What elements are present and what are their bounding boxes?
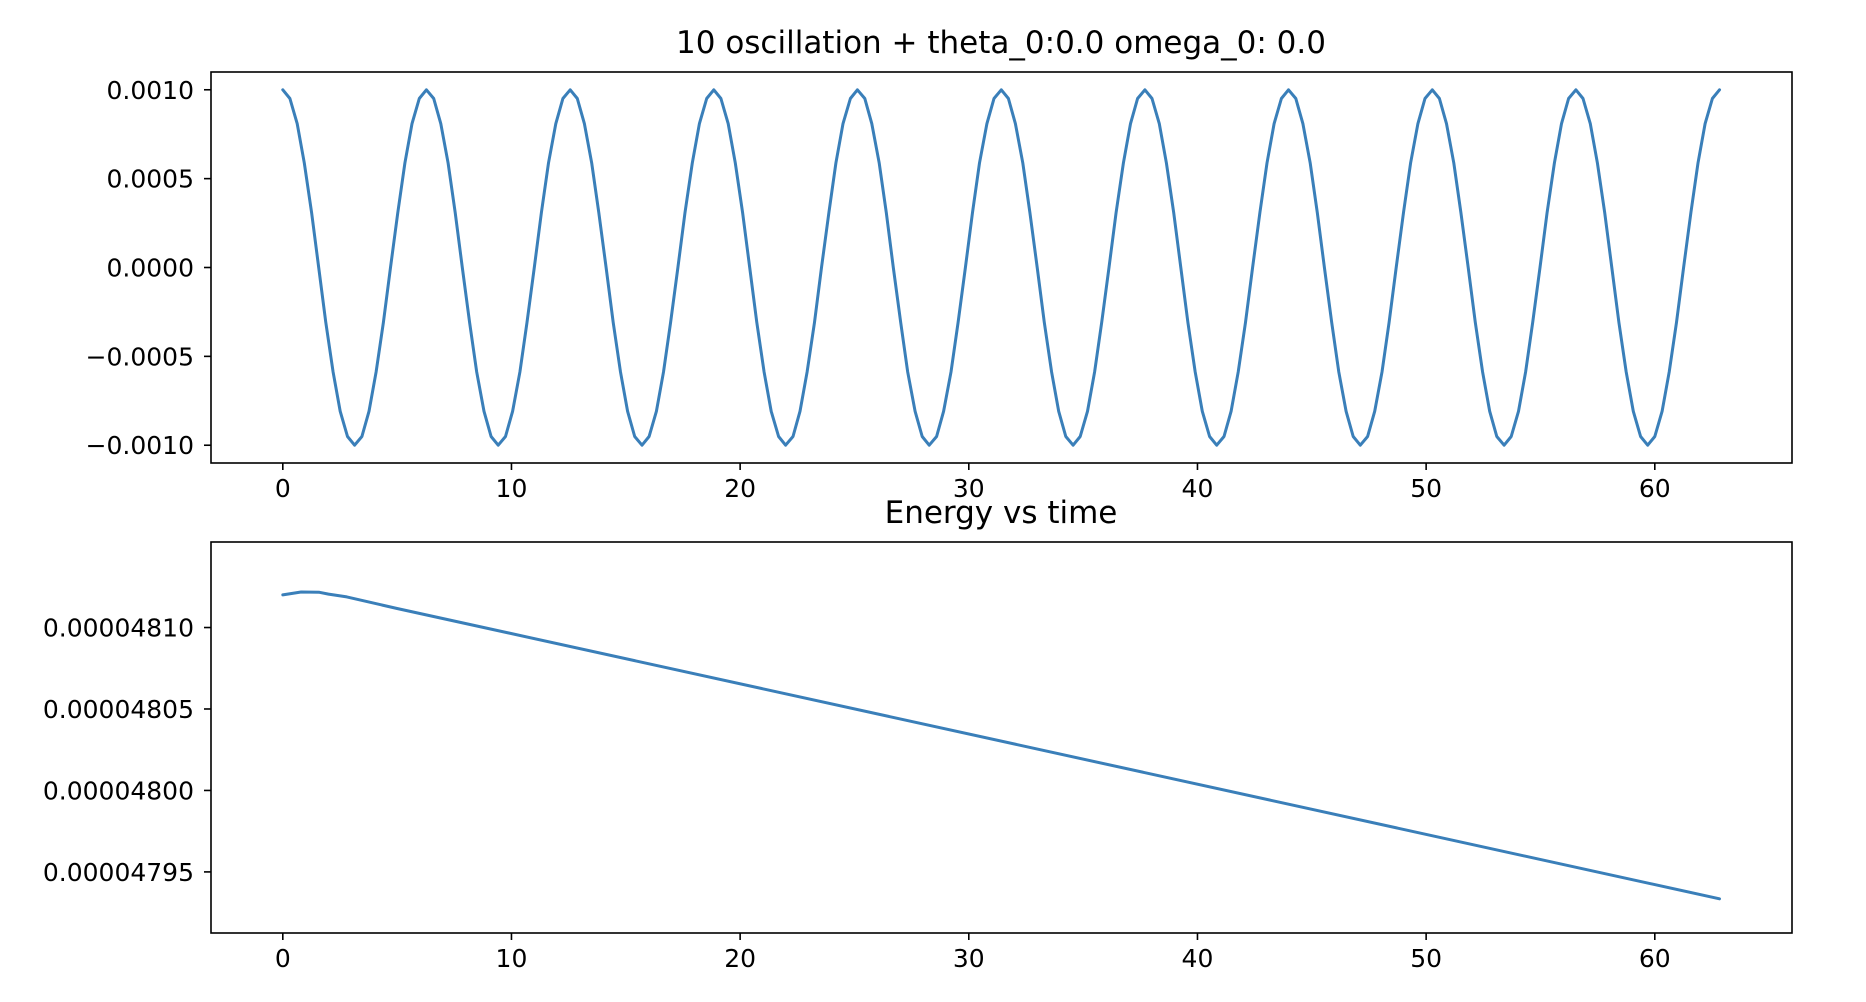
energy-y-tick-label: 0.00004800 [43,776,194,805]
oscillation-y-axis: 0.0010 0.0005 0.0000 −0.0005 −0.0010 [86,76,211,460]
energy-x-tick-label: 40 [1182,944,1214,973]
oscillation-x-tick-label: 20 [724,474,756,503]
energy-x-axis: 0 10 20 30 40 50 60 [275,933,1671,973]
oscillation-x-tick-label: 40 [1182,474,1214,503]
oscillation-y-tick-label: 0.0005 [107,165,194,194]
oscillation-x-tick-label: 60 [1639,474,1671,503]
energy-y-axis: 0.00004810 0.00004805 0.00004800 0.00004795 [43,614,211,887]
energy-series-line-0 [281,590,1721,901]
energy-y-tick-label: 0.00004810 [43,614,194,643]
energy-y-tick-label: 0.00004795 [43,858,194,887]
energy-x-tick-label: 30 [953,944,985,973]
oscillation-series-line-0 [281,88,1721,447]
energy-x-tick-label: 20 [724,944,756,973]
oscillation-series [281,88,1721,447]
energy-plot-frame [210,541,1793,934]
energy-x-tick-label: 50 [1410,944,1442,973]
energy-series [281,590,1721,901]
oscillation-y-tick-label: 0.0000 [107,254,194,283]
oscillation-y-tick-label: −0.0010 [86,431,194,460]
oscillation-x-tick-label: 30 [953,474,985,503]
oscillation-x-tick-label: 0 [275,474,291,503]
energy-x-tick-label: 0 [275,944,291,973]
oscillation-x-tick-label: 50 [1410,474,1442,503]
energy-chart-title: Energy vs time [885,495,1118,531]
oscillation-chart-title: 10 oscillation + theta_0:0.0 omega_0: 0.… [676,25,1326,61]
energy-x-tick-label: 60 [1639,944,1671,973]
energy-chart: Energy vs time 0 10 20 30 40 50 60 0.000048100… [43,495,1793,973]
oscillation-y-tick-label: −0.0005 [86,342,194,371]
oscillation-x-tick-label: 10 [496,474,528,503]
oscillation-chart: 10 oscillation + theta_0:0.0 omega_0: 0.… [86,25,1793,503]
energy-y-tick-label: 0.00004805 [43,695,194,724]
oscillation-x-axis: 0 10 20 30 40 50 60 [275,463,1671,503]
energy-x-tick-label: 10 [496,944,528,973]
oscillation-y-tick-label: 0.0010 [107,76,194,105]
